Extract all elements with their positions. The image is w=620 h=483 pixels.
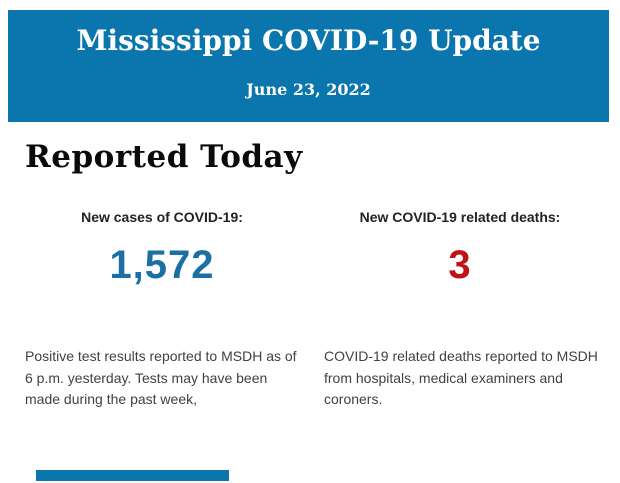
header-band: Mississippi COVID-19 Update June 23, 202… (8, 10, 609, 122)
new-deaths-stat: New COVID-19 related deaths: 3 (322, 209, 598, 287)
new-cases-description: Positive test results reported to MSDH a… (25, 348, 297, 407)
page-title: Mississippi COVID-19 Update (76, 24, 541, 57)
new-cases-label: New cases of COVID-19: (81, 209, 243, 225)
new-cases-stat: New cases of COVID-19: 1,572 (24, 209, 300, 287)
new-deaths-label: New COVID-19 related deaths: (359, 209, 561, 225)
next-section-top-bar (36, 470, 229, 481)
new-cases-value: 1,572 (109, 243, 215, 287)
new-deaths-description: COVID-19 related deaths reported to MSDH… (324, 348, 598, 407)
report-date: June 23, 2022 (246, 80, 371, 99)
new-deaths-value: 3 (448, 243, 472, 287)
section-heading-reported-today: Reported Today (25, 139, 303, 175)
